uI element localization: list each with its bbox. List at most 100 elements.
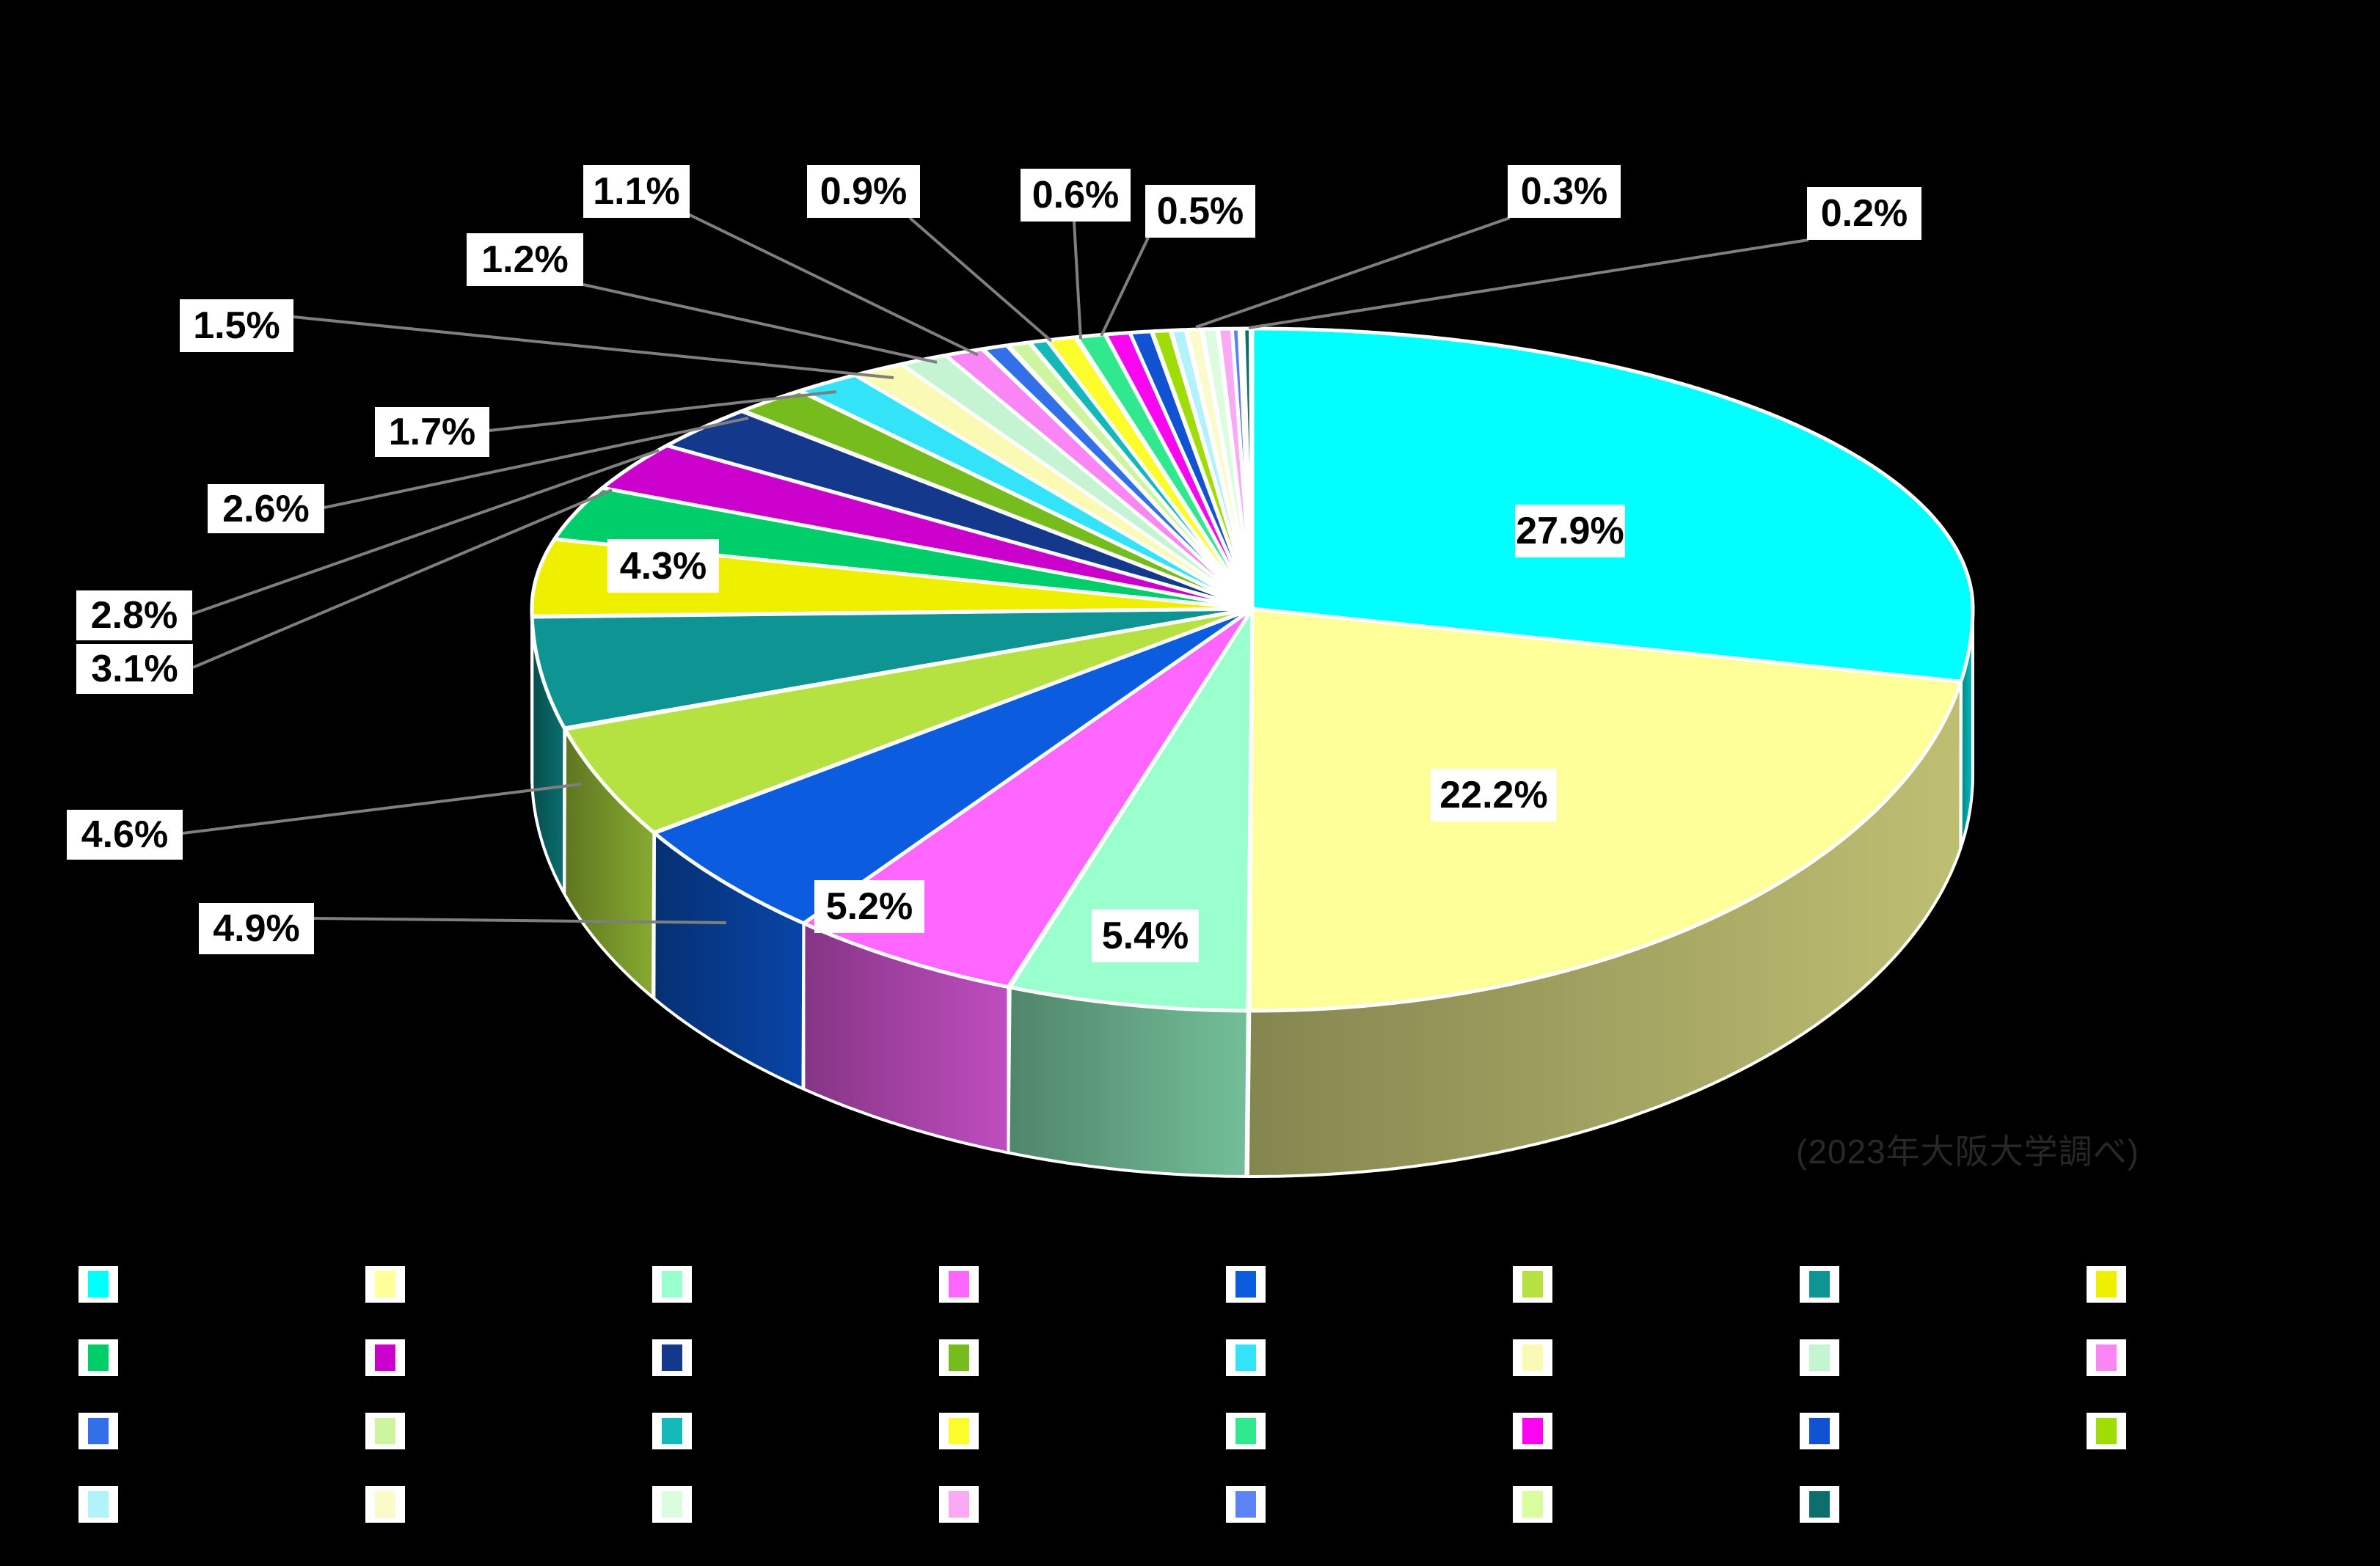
percent-label: 22.2% [1431, 769, 1557, 822]
legend-swatch-slice-cornflower [88, 1418, 109, 1444]
legend-swatch-frame [79, 1339, 118, 1376]
legend-swatch-frame [365, 1413, 405, 1449]
slice-teal [530, 607, 1255, 731]
leader-line-2.6% [324, 417, 749, 509]
slice-pale-yellow [1247, 607, 1963, 1013]
legend-swatch-frame [939, 1413, 979, 1449]
legend-swatch-slice-green [88, 1344, 109, 1371]
legend-swatch-frame [1513, 1266, 1552, 1303]
leader-line-0.2% [1248, 238, 1809, 329]
legend-swatch-frame [652, 1486, 692, 1523]
legend-swatch-slice-pale-yellow-2 [375, 1491, 395, 1518]
legend-swatch-frame [1800, 1486, 1839, 1523]
legend-swatch-slice-light-pink [2096, 1344, 2117, 1371]
leader-line-0.3% [1195, 216, 1511, 329]
percent-label: 1.1% [583, 165, 690, 218]
legend-swatch-frame [1226, 1413, 1266, 1449]
leader-line-3.1% [192, 489, 613, 669]
legend-swatch-slice-pale-pink [949, 1491, 969, 1518]
legend-swatch-frame [365, 1486, 405, 1523]
leader-line-1.5% [293, 315, 894, 379]
slice-green [552, 486, 1255, 611]
legend-swatch-frame [1513, 1339, 1552, 1376]
legend-swatch-frame [365, 1339, 405, 1376]
percent-label: 4.6% [67, 810, 183, 860]
percent-label: 1.5% [180, 299, 293, 352]
legend-swatch-frame [1513, 1486, 1552, 1523]
legend-swatch-frame [1800, 1339, 1839, 1376]
percent-label: 0.2% [1807, 187, 1921, 240]
legend-swatch-slice-olive-green [949, 1344, 969, 1371]
percent-label: 3.1% [76, 644, 193, 694]
legend-swatch-slice-medium-blue [1809, 1418, 1830, 1444]
legend-swatch-slice-cyan [88, 1271, 109, 1298]
leader-line-0.9% [908, 216, 1053, 343]
percent-label: 5.2% [814, 880, 924, 933]
percent-label: 1.7% [375, 407, 489, 457]
percent-label: 27.9% [1515, 505, 1625, 557]
legend-swatch-slice-pale-green-2 [662, 1491, 682, 1518]
legend-swatch-slice-pale-aqua [1809, 1344, 1830, 1371]
slice-blue [652, 607, 1255, 926]
leader-line-4.9% [313, 917, 727, 924]
legend-swatch-frame [1226, 1339, 1266, 1376]
slice-pale-yellow-green [1006, 340, 1255, 611]
legend-swatch-slice-pale-yellow-green [375, 1418, 395, 1444]
legend-swatch-frame [652, 1339, 692, 1376]
percent-label: 0.6% [1021, 169, 1131, 222]
legend-swatch-frame [1226, 1486, 1266, 1523]
legend-swatch-slice-yellow-green [2096, 1418, 2117, 1444]
leader-line-1.7% [489, 390, 837, 432]
leader-line-1.2% [583, 283, 938, 364]
legend-swatch-frame [365, 1266, 405, 1303]
leader-line-0.6% [1073, 221, 1082, 340]
legend-swatch-slice-magenta [375, 1344, 395, 1371]
legend-swatch-frame [939, 1266, 979, 1303]
legend-swatch-frame [652, 1413, 692, 1449]
slice-dark-teal [1241, 326, 1255, 611]
legend-swatch-slice-dark-teal [1809, 1491, 1830, 1518]
legend-swatch-slice-pale-blue [1235, 1491, 1256, 1518]
leader-line-2.8% [191, 449, 660, 615]
percent-label: 4.3% [607, 539, 719, 593]
leader-line-1.1% [687, 213, 979, 356]
slice-cornflower [981, 343, 1255, 611]
slice-bright-cyan [798, 373, 1255, 611]
legend-swatch-slice-cream [1522, 1344, 1543, 1371]
legend-swatch-frame [1800, 1413, 1839, 1449]
legend-swatch-slice-pale-yellow [375, 1271, 395, 1298]
legend-swatch-frame [2087, 1266, 2126, 1303]
percent-label: 1.2% [467, 233, 583, 286]
slice-light-pink [943, 347, 1255, 611]
legend-swatch-slice-blue [1235, 1271, 1256, 1298]
source-note: (2023年大阪大学調べ) [1796, 1133, 2139, 1171]
legend-swatch-slice-pale-green [662, 1271, 682, 1298]
slice-pale-green-side [1007, 986, 1249, 1178]
legend-swatch-frame [652, 1266, 692, 1303]
percent-label: 2.8% [76, 590, 192, 640]
legend-swatch-frame [939, 1486, 979, 1523]
legend-swatch-slice-teal [1809, 1271, 1830, 1298]
percent-label: 0.9% [807, 165, 920, 218]
legend-swatch-slice-navy [662, 1344, 682, 1371]
legend-swatch-slice-bright-magenta [1522, 1418, 1543, 1444]
legend-swatch-slice-teal-cyan [662, 1418, 682, 1444]
legend-swatch-frame [79, 1413, 118, 1449]
legend-swatch-slice-pale-lime [1522, 1491, 1543, 1518]
legend-swatch-frame [79, 1486, 118, 1523]
legend-swatch-frame [1800, 1266, 1839, 1303]
leader-line-4.6% [182, 783, 582, 835]
percent-label: 0.5% [1145, 185, 1255, 238]
slice-medium-blue [1128, 329, 1255, 611]
leader-line-0.5% [1100, 237, 1150, 337]
slice-lime [563, 607, 1255, 835]
legend-swatch-frame [1513, 1413, 1552, 1449]
legend-swatch-frame [2087, 1413, 2126, 1449]
legend-swatch-slice-yellow [2096, 1271, 2117, 1298]
legend-swatch-frame [939, 1339, 979, 1376]
legend-swatch-slice-spring-green [1235, 1418, 1256, 1444]
legend-swatch-slice-pink [949, 1271, 969, 1298]
legend-swatch-slice-bright-yellow [949, 1418, 969, 1444]
